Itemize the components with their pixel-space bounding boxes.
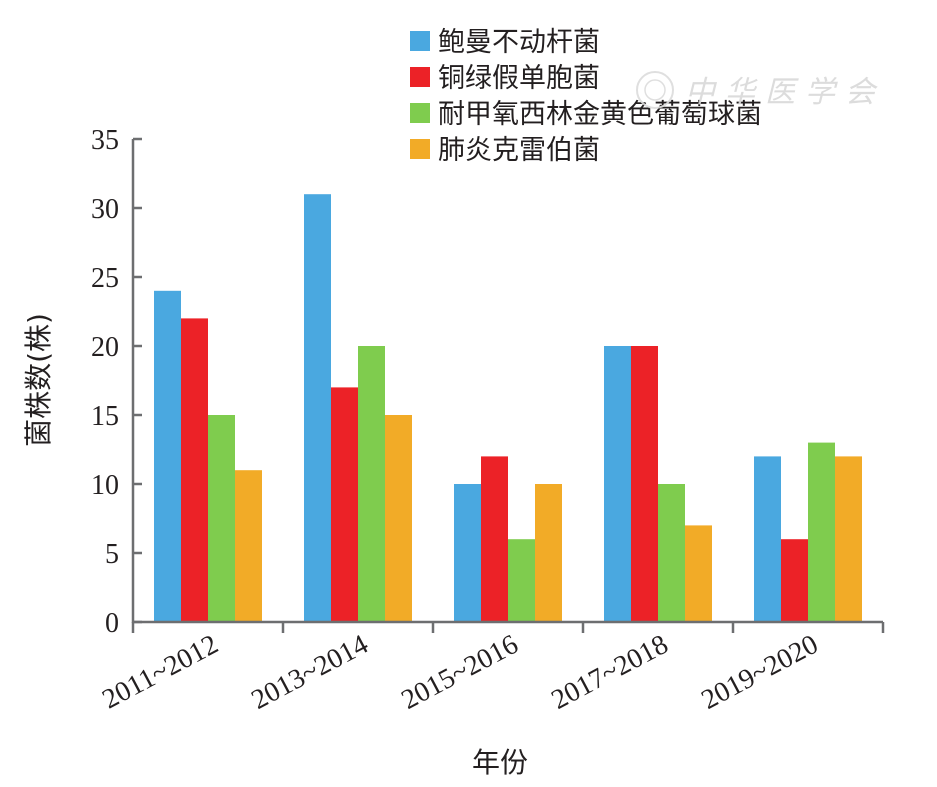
bar-0-0: [154, 290, 181, 622]
bar-0-2: [208, 415, 235, 622]
bar-0-1: [181, 318, 208, 622]
x-tick-label-3: 2017~2018: [546, 629, 673, 716]
x-tick-label-0: 2011~2012: [97, 629, 223, 716]
y-tick-label-5: 25: [91, 263, 119, 294]
legend-label-3: 肺炎克雷伯菌: [438, 135, 600, 166]
y-axis-title: 菌株数(株): [22, 313, 55, 447]
bar-3-1: [631, 346, 658, 622]
bar-2-0: [454, 484, 481, 622]
bar-0-3: [235, 470, 262, 622]
bars-group: [154, 194, 862, 622]
bar-1-1: [331, 387, 358, 622]
legend-swatch-0: [410, 31, 430, 51]
y-tick-label-4: 20: [91, 332, 119, 363]
bar-2-3: [535, 484, 562, 622]
y-tick-label-1: 5: [105, 539, 119, 570]
bar-2-2: [508, 539, 535, 622]
bar-4-1: [781, 539, 808, 622]
watermark-seal-icon: [636, 71, 674, 109]
x-axis-title: 年份: [472, 746, 528, 779]
bar-3-3: [685, 525, 712, 622]
legend-swatch-1: [410, 67, 430, 87]
bar-1-0: [304, 194, 331, 622]
legend-swatch-3: [410, 139, 430, 159]
y-tick-label-2: 10: [91, 470, 119, 501]
y-tick-label-6: 30: [91, 194, 119, 225]
bar-4-3: [835, 456, 862, 622]
bar-1-2: [358, 346, 385, 622]
y-tick-label-7: 35: [91, 125, 119, 156]
bar-3-0: [604, 346, 631, 622]
legend-label-1: 铜绿假单胞菌: [438, 63, 600, 94]
watermark-text: 中华医学会: [685, 75, 878, 110]
legend-swatch-2: [410, 103, 430, 123]
bar-3-2: [658, 484, 685, 622]
x-tick-label-2: 2015~2016: [396, 629, 523, 716]
legend-label-0: 鲍曼不动杆菌: [438, 27, 600, 58]
x-tick-label-4: 2019~2020: [696, 629, 823, 716]
bar-1-3: [385, 415, 412, 622]
y-tick-label-3: 15: [91, 401, 119, 432]
x-tick-label-1: 2013~2014: [246, 629, 373, 716]
legend-label-2: 耐甲氧西林金黄色葡萄球菌: [438, 99, 762, 130]
bar-2-1: [481, 456, 508, 622]
bar-4-0: [754, 456, 781, 622]
bar-4-2: [808, 442, 835, 622]
y-tick-label-0: 0: [105, 608, 119, 639]
